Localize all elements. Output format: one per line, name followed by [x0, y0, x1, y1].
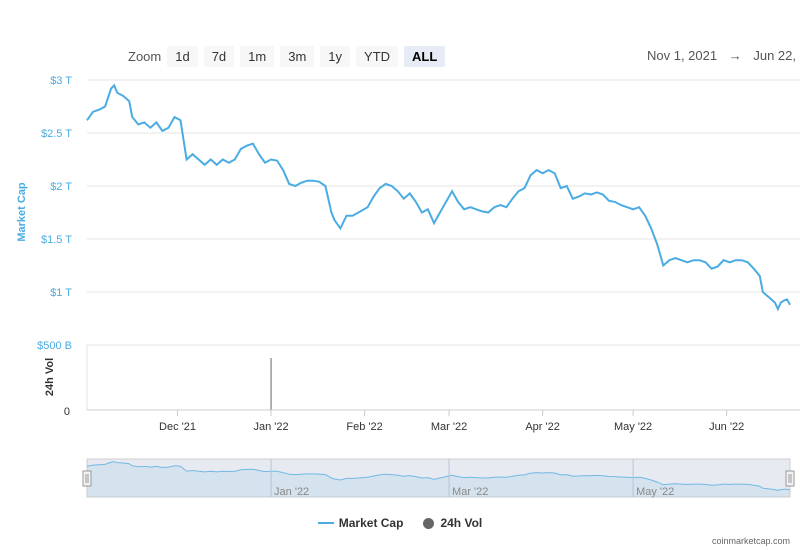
navigator-handle-left[interactable]	[82, 470, 92, 487]
dot-icon	[423, 517, 435, 529]
date-from-input[interactable]: Nov 1, 2021	[647, 48, 718, 63]
y-tick-label: $500 B	[37, 340, 72, 352]
zoom-1y-button[interactable]: 1y	[320, 45, 351, 67]
x-tick-label: Mar '22	[431, 421, 467, 433]
x-axis-tick-labels: Dec '21 Jan '22 Feb '22 Mar '22 Apr '22 May '…	[159, 421, 744, 433]
x-axis-ticks	[177, 410, 728, 416]
navigator-tick-label: May '22	[636, 486, 674, 498]
zoom-all-button[interactable]: ALL	[404, 45, 446, 67]
zoom-ytd-button[interactable]: YTD	[356, 45, 399, 67]
market-cap-chart[interactable]: $500 B $1 T $1.5 T $2 T $2.5 T $3 T Market Ca…	[0, 0, 800, 510]
x-tick-label: May '22	[614, 421, 652, 433]
grid-lines	[87, 79, 800, 346]
navigator-tick-labels: Jan '22 Mar '22 May '22	[274, 486, 674, 498]
zoom-3m-button[interactable]: 3m	[280, 45, 315, 67]
x-tick-label: Dec '21	[159, 421, 196, 433]
navigator-area	[87, 461, 790, 497]
navigator-line	[86, 461, 791, 491]
x-tick-label: Jun '22	[709, 421, 744, 433]
x-tick-label: Feb '22	[346, 421, 382, 433]
y-tick-label: $1 T	[50, 287, 72, 299]
legend-item-volume[interactable]: 24h Vol	[423, 516, 482, 530]
volume-axis-title: 24h Vol	[44, 358, 56, 396]
legend-item-market-cap[interactable]: Market Cap	[317, 516, 404, 530]
volume-bars	[270, 358, 272, 410]
line-icon	[317, 522, 334, 524]
legend: Market Cap 24h Vol	[0, 514, 800, 532]
volume-bar	[270, 358, 272, 410]
arrow-right-icon: →	[728, 48, 742, 63]
date-range: Nov 1, 2021 → Jun 22, 2022	[647, 48, 800, 63]
navigator[interactable]: Jan '22 Mar '22 May '22	[82, 458, 795, 498]
navigator-grid	[270, 459, 634, 497]
y-axis-title: Market Cap	[16, 182, 28, 242]
market-cap-line	[86, 83, 791, 312]
legend-market-cap-label: Market Cap	[338, 516, 404, 530]
navigator-tick-label: Mar '22	[452, 486, 488, 498]
navigator-selection[interactable]	[87, 459, 790, 497]
y-tick-label: $2 T	[50, 181, 72, 193]
zoom-7d-button[interactable]: 7d	[203, 45, 235, 67]
credit-link[interactable]: coinmarketcap.com	[711, 536, 790, 546]
y-tick-label: $2.5 T	[41, 128, 72, 140]
x-tick-label: Jan '22	[253, 421, 288, 433]
y-tick-label: $3 T	[50, 75, 72, 87]
navigator-handle-right[interactable]	[785, 470, 795, 487]
zoom-label: Zoom	[128, 48, 162, 64]
date-to-input[interactable]: Jun 22, 2022	[753, 48, 800, 63]
y-axis-tick-labels: $500 B $1 T $1.5 T $2 T $2.5 T $3 T	[37, 75, 72, 352]
navigator-tick-label: Jan '22	[274, 486, 309, 498]
y-tick-label: $1.5 T	[41, 234, 72, 246]
volume-tick-zero: 0	[64, 406, 70, 418]
zoom-toolbar: Zoom 1d 7d 1m 3m 1y YTD ALL	[128, 45, 451, 67]
zoom-1m-button[interactable]: 1m	[240, 45, 275, 67]
legend-volume-label: 24h Vol	[440, 516, 483, 530]
x-tick-label: Apr '22	[525, 421, 560, 433]
zoom-1d-button[interactable]: 1d	[167, 45, 198, 67]
